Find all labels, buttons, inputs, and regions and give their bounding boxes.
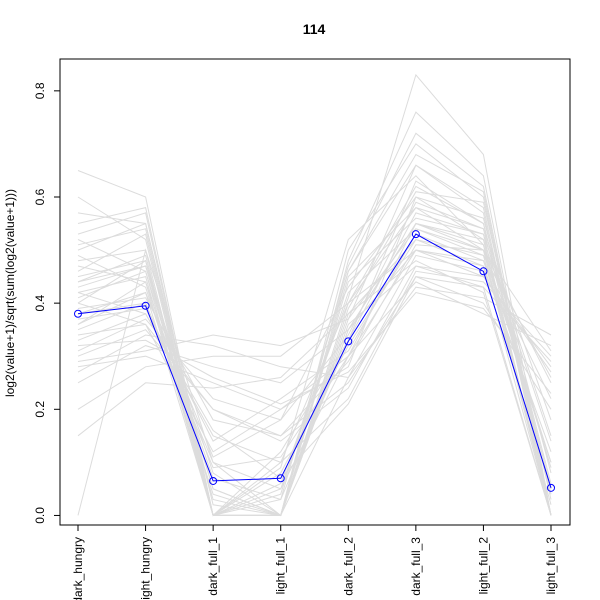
highlight-series-point bbox=[74, 309, 82, 318]
plot-frame bbox=[59, 58, 571, 526]
x-tick-label: dark_full_2 bbox=[341, 537, 355, 596]
y-axis-label: log2(value+1)/sqrt(sum(log2(value+1))) bbox=[3, 189, 17, 397]
background-series-line bbox=[77, 222, 552, 384]
background-series-line bbox=[77, 212, 552, 517]
background-series-line bbox=[77, 286, 552, 379]
background-series-line bbox=[77, 249, 552, 410]
background-series-line bbox=[77, 191, 552, 517]
x-tick-label: light_hungry bbox=[139, 537, 153, 600]
background-series-line bbox=[77, 73, 552, 517]
x-tick-label: dark_hungry bbox=[71, 537, 85, 600]
x-tick-label: light_full_3 bbox=[544, 537, 558, 595]
chart-title: 114 bbox=[303, 21, 326, 37]
highlight-series-point bbox=[411, 230, 420, 239]
highlight-series-group bbox=[74, 230, 555, 492]
background-series-line bbox=[77, 239, 552, 517]
y-tick-label: 0.4 bbox=[33, 294, 47, 311]
highlight-series-point bbox=[344, 337, 353, 346]
x-tick-label: light_full_1 bbox=[274, 537, 288, 595]
background-series-line bbox=[77, 265, 552, 442]
background-series-line bbox=[77, 228, 552, 362]
background-series-line bbox=[77, 164, 552, 517]
y-tick-label: 0.8 bbox=[33, 82, 47, 99]
background-series-line bbox=[77, 276, 552, 479]
axes-group: 0.0 0.2 0.4 0.6 0.8 dark_hungry light_hungry da… bbox=[33, 82, 558, 600]
background-series-line bbox=[77, 153, 552, 517]
x-tick-label: dark_full_3 bbox=[409, 537, 423, 596]
y-tick-label: 0.6 bbox=[33, 188, 47, 205]
background-series-line bbox=[77, 212, 552, 516]
background-series-line bbox=[77, 238, 552, 437]
background-series-line bbox=[77, 180, 552, 501]
x-tick-label: dark_full_1 bbox=[206, 537, 220, 596]
background-series-line bbox=[77, 212, 552, 516]
y-tick-label: 0.0 bbox=[33, 507, 47, 524]
highlight-series-line bbox=[77, 233, 552, 488]
background-series-line bbox=[77, 222, 552, 469]
highlight-series-point bbox=[141, 301, 150, 310]
background-series-line bbox=[77, 164, 552, 517]
highlight-series-point bbox=[209, 476, 218, 485]
highlight-series-point bbox=[276, 474, 285, 483]
highlight-series-point bbox=[479, 267, 488, 276]
highlight-series-point bbox=[547, 483, 555, 492]
x-tick-label: light_full_2 bbox=[476, 537, 490, 595]
background-series-line bbox=[77, 132, 552, 517]
y-tick-label: 0.2 bbox=[33, 401, 47, 418]
background-series-group bbox=[77, 73, 552, 517]
background-series-line bbox=[77, 196, 552, 458]
background-series-line bbox=[77, 291, 552, 405]
